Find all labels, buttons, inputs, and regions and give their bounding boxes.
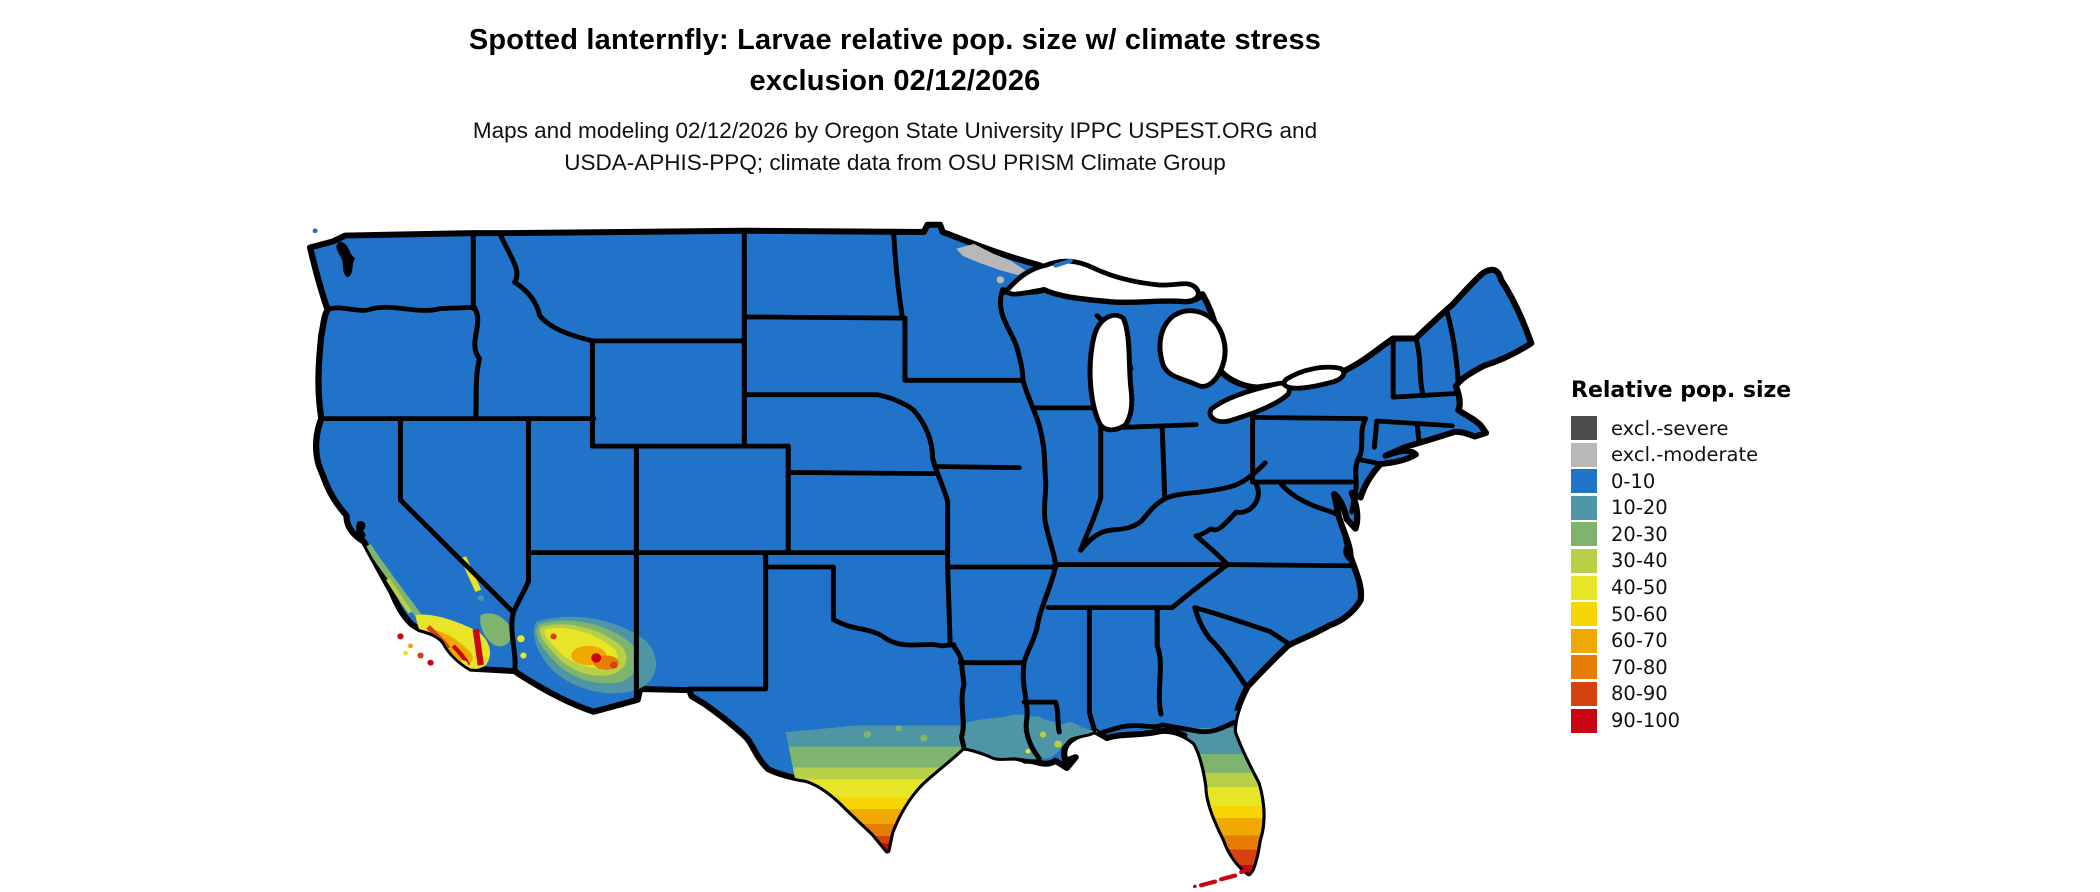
legend-label: 10-20 — [1611, 496, 1668, 520]
legend-item-80-90: 80-90 — [1571, 681, 1991, 706]
legend-label: excl.-severe — [1611, 416, 1729, 440]
legend-swatch — [1571, 602, 1597, 627]
legend-swatch — [1571, 416, 1597, 440]
legend-item-0-10: 0-10 — [1571, 469, 1991, 494]
legend-item-30-40: 30-40 — [1571, 548, 1991, 573]
figure-subtitle-line2: USDA-APHIS-PPQ; climate data from OSU PR… — [564, 150, 1226, 175]
legend-item-10-20: 10-20 — [1571, 495, 1991, 520]
arizona-red-spot — [550, 633, 557, 640]
legend-swatch — [1571, 655, 1597, 680]
texas-speck — [895, 725, 902, 732]
gulf-speck — [1025, 748, 1031, 754]
socal-green-blob — [480, 613, 512, 647]
gulf-speck — [1039, 731, 1047, 738]
texas-speck — [920, 734, 928, 742]
legend-swatch — [1571, 708, 1597, 733]
isle-royale — [1053, 258, 1073, 268]
legend-label: 90-100 — [1611, 709, 1681, 733]
us-map — [290, 220, 1545, 890]
san-juan-islands-speck — [312, 228, 318, 234]
legend-item-70-80: 70-80 — [1571, 655, 1991, 680]
legend-swatch — [1571, 548, 1597, 573]
legend-item-90-100: 90-100 — [1571, 708, 1991, 733]
legend: Relative pop. size excl.-severe excl.-mo… — [1571, 378, 1991, 735]
lake-michigan — [1087, 312, 1135, 433]
legend-item-excl-moderate: excl.-moderate — [1571, 442, 1991, 467]
legend-swatch — [1571, 681, 1597, 706]
colorado-river-speck — [517, 635, 525, 643]
gulf-speck — [1054, 740, 1062, 748]
arizona-red-spot — [591, 653, 602, 663]
legend-label: 60-70 — [1611, 629, 1668, 653]
san-diego-speck — [458, 667, 464, 673]
figure-title-line2: exclusion 02/12/2026 — [749, 65, 1041, 97]
lake-ontario — [1281, 364, 1347, 391]
minnesota-exclusion-speck — [996, 276, 1005, 284]
texas-speck — [863, 730, 872, 739]
california-coast-streak — [386, 577, 413, 614]
texas-hotspot — [785, 714, 978, 874]
legend-label: excl.-moderate — [1611, 443, 1759, 467]
us-map-svg — [290, 220, 1545, 889]
channel-islands — [397, 633, 434, 666]
figure-subtitle: Maps and modeling 02/12/2026 by Oregon S… — [0, 115, 1790, 179]
figure-subtitle-line1: Maps and modeling 02/12/2026 by Oregon S… — [472, 118, 1318, 143]
legend-label: 70-80 — [1611, 655, 1668, 679]
puget-sound — [336, 241, 356, 278]
legend-label: 80-90 — [1611, 682, 1668, 706]
legend-label: 40-50 — [1611, 576, 1668, 600]
colorado-river-speck — [520, 652, 527, 659]
arizona-red-spot — [610, 661, 618, 669]
legend-label: 30-40 — [1611, 549, 1668, 573]
great-lakes — [1004, 258, 1347, 433]
legend-item-excl-severe: excl.-severe — [1571, 416, 1991, 440]
legend-swatch — [1571, 442, 1597, 467]
figure-header: Spotted lanternfly: Larvae relative pop.… — [0, 20, 1790, 179]
legend-swatch — [1571, 575, 1597, 600]
legend-item-50-60: 50-60 — [1571, 602, 1991, 627]
legend-item-40-50: 40-50 — [1571, 575, 1991, 600]
legend-item-20-30: 20-30 — [1571, 522, 1991, 547]
legend-swatch — [1571, 628, 1597, 653]
lake-huron — [1157, 308, 1228, 389]
legend-swatch — [1571, 469, 1597, 494]
legend-swatch — [1571, 522, 1597, 547]
legend-title: Relative pop. size — [1571, 378, 1792, 403]
socal-red-streak — [472, 628, 484, 666]
florida-keys — [1192, 866, 1253, 889]
state-borders — [318, 228, 1461, 761]
california-speck — [477, 595, 484, 602]
legend-item-60-70: 60-70 — [1571, 628, 1991, 653]
lake-superior — [1004, 258, 1201, 305]
lake-erie — [1207, 380, 1292, 424]
legend-swatch — [1571, 495, 1597, 520]
san-francisco-bay — [356, 521, 366, 539]
legend-label: 20-30 — [1611, 522, 1668, 546]
figure-title-line1: Spotted lanternfly: Larvae relative pop.… — [468, 24, 1322, 56]
legend-label: 0-10 — [1611, 469, 1656, 493]
legend-label: 50-60 — [1611, 602, 1668, 626]
minnesota-exclusion-patch — [956, 243, 1026, 276]
